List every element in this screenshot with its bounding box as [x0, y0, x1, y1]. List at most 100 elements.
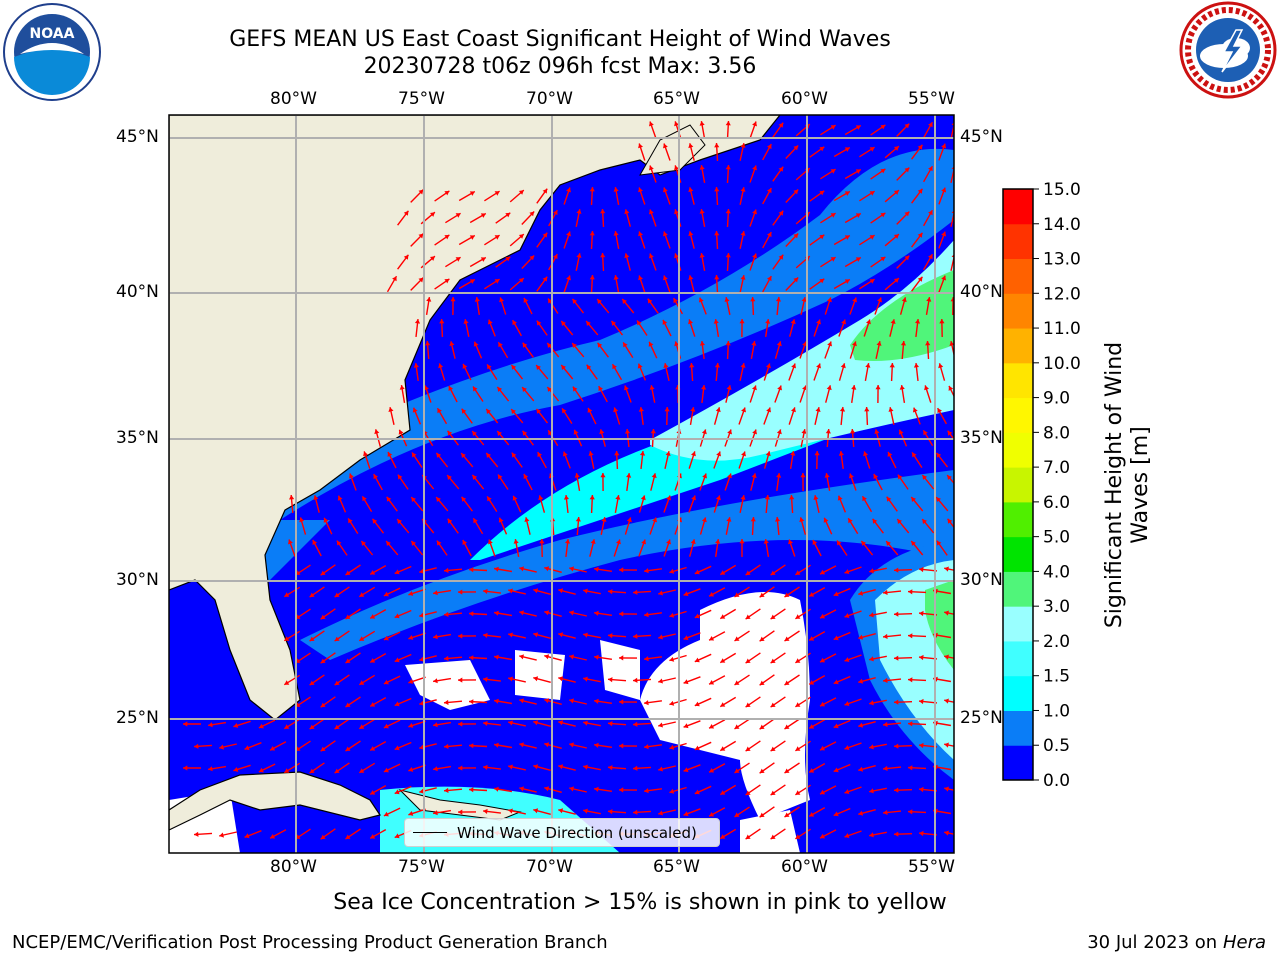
wave-arrow-head	[690, 539, 696, 545]
wave-arrow-head	[726, 517, 732, 522]
wave-arrow-head	[608, 633, 613, 639]
colorbar-segment	[1003, 362, 1033, 399]
wave-arrow-head	[709, 768, 715, 773]
wave-arrow-head	[814, 451, 820, 456]
lat-label-right: 40°N	[960, 282, 1003, 302]
wave-arrow-head	[444, 787, 449, 793]
wave-arrow-head	[649, 385, 655, 390]
wave-arrow-head	[793, 277, 799, 283]
wave-arrow-head	[412, 452, 417, 458]
wave-arrow-head	[833, 635, 839, 641]
wave-arrow-head	[739, 319, 745, 324]
wave-arrow-head	[784, 592, 790, 597]
wave-arrow-head	[793, 233, 799, 239]
wave-arrow	[950, 210, 954, 227]
wave-arrow-head	[819, 146, 825, 152]
wave-arrow-head	[752, 429, 757, 435]
wave-arrow-head	[461, 408, 467, 414]
wave-arrow-head	[461, 453, 466, 458]
wave-arrow-head	[320, 614, 326, 620]
wave-arrow-head	[833, 767, 839, 773]
wave-arrow-head	[258, 723, 264, 729]
wave-arrow-head	[437, 408, 442, 414]
wave-arrow-head	[370, 790, 376, 795]
wave-arrow-head	[542, 232, 548, 238]
wave-arrow-head	[458, 765, 463, 771]
wave-arrow-head	[880, 256, 886, 262]
colorbar-tick-label: 9.0	[1043, 389, 1070, 409]
colorbar-segment	[1003, 745, 1033, 781]
wave-arrow-head	[833, 723, 839, 729]
wave-arrow-head	[553, 210, 558, 216]
wave-arrow-head	[904, 167, 910, 173]
wave-arrow-head	[898, 429, 904, 435]
wave-arrow-head	[403, 254, 409, 260]
wave-arrow-head	[418, 277, 424, 283]
wave-arrow-head	[694, 657, 700, 663]
wave-arrow-head	[323, 517, 329, 523]
wave-arrow-head	[458, 721, 463, 727]
wave-arrow-head	[949, 341, 954, 346]
wave-arrow-head	[745, 658, 751, 664]
wave-arrow-head	[383, 723, 389, 729]
wave-arrow-head	[816, 363, 821, 369]
wave-arrow-head	[844, 613, 850, 618]
lon-label-bottom: 75°W	[398, 857, 445, 877]
wave-arrow-head	[644, 744, 649, 750]
wave-arrow-head	[284, 680, 290, 685]
wave-arrow-head	[894, 655, 899, 661]
wave-arrow-head	[690, 407, 696, 412]
wave-arrow-head	[359, 768, 365, 773]
wave-arrow-head	[386, 496, 392, 502]
wave-arrow-head	[533, 720, 539, 726]
wave-arrow-head	[359, 724, 365, 729]
wave-arrow-head	[586, 321, 591, 326]
wave-arrow-head	[908, 809, 913, 815]
wave-arrow-head	[637, 320, 642, 326]
wave-arrow-head	[523, 297, 529, 303]
wave-arrow-head	[519, 742, 524, 748]
wave-arrow-head	[444, 567, 449, 573]
wave-arrow-head	[944, 830, 949, 836]
wave-arrow-head	[558, 588, 564, 594]
wave-arrow-head	[284, 592, 290, 597]
wave-arrow-head	[387, 452, 393, 457]
wave-arrow-head	[938, 363, 944, 369]
wave-arrow-head	[469, 787, 474, 793]
wave-arrow-head	[844, 147, 850, 152]
wave-arrow-head	[886, 541, 891, 546]
wave-arrow-head	[734, 812, 740, 817]
wave-arrow-head	[869, 744, 874, 750]
wave-arrow-head	[649, 121, 654, 127]
wave-arrow-head	[370, 746, 376, 751]
colorbar-segment	[1003, 606, 1033, 642]
wave-arrow-head	[383, 811, 389, 817]
wave-arrow-head	[258, 767, 264, 773]
wave-arrow-head	[894, 743, 899, 749]
colorbar-tick-label: 2.0	[1043, 632, 1070, 652]
wave-arrow-head	[418, 233, 424, 239]
wave-arrow-head	[408, 767, 414, 772]
colorbar-segment	[1003, 328, 1033, 364]
colorbar-segment	[1003, 536, 1033, 572]
wave-arrow-head	[694, 569, 700, 575]
wave-arrow-head	[669, 744, 675, 750]
colorbar-tick-label: 13.0	[1043, 250, 1081, 270]
wave-arrow-head	[791, 363, 796, 369]
wave-arrow-head	[399, 385, 405, 390]
wave-arrow-head	[600, 253, 606, 258]
wave-arrow-head	[880, 168, 886, 174]
wave-arrow-head	[505, 256, 511, 262]
wave-arrow-head	[320, 658, 326, 664]
wave-arrow-head	[795, 702, 801, 707]
wave-arrow-head	[469, 611, 474, 617]
wave-arrow-head	[569, 610, 574, 616]
wave-arrow-head	[720, 570, 726, 575]
wave-arrow-head	[919, 698, 924, 705]
wave-arrow-head	[801, 297, 807, 302]
wave-arrow-head	[572, 386, 578, 392]
nws-logo	[1179, 1, 1277, 99]
lat-label-left: 40°N	[116, 282, 159, 302]
wave-arrow-head	[950, 297, 954, 302]
